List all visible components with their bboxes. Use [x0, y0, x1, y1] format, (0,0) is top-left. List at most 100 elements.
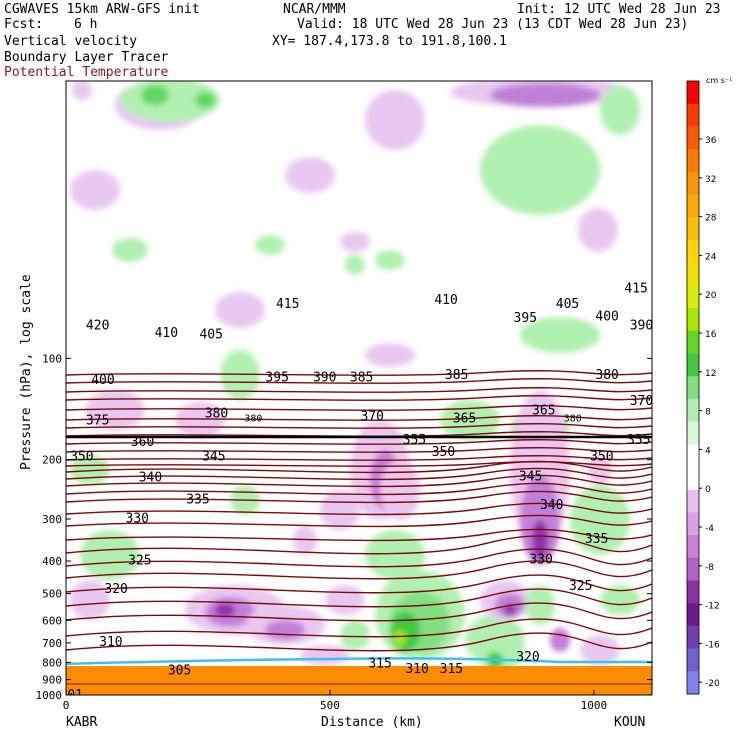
- colorbar-label-3: 24: [705, 252, 717, 262]
- theta-label-3: 415: [276, 297, 299, 312]
- colorbar-swatch-18: [687, 489, 699, 513]
- theta-contour-21: [66, 548, 652, 568]
- colorbar-swatch-25: [687, 648, 699, 672]
- forecast-hour: 6 h: [74, 17, 98, 32]
- theta-label-37: 320: [104, 582, 127, 597]
- vv-shade-11: [285, 157, 335, 193]
- theta-label-39: 310: [99, 635, 122, 650]
- theta-contour-16: [66, 490, 652, 504]
- theta-contour-22: [66, 560, 652, 580]
- theta-label-40: 320: [516, 650, 539, 665]
- theta-contour-8: [66, 439, 652, 445]
- vv-shade-33: [365, 530, 425, 580]
- theta-label-22: 360: [131, 435, 154, 450]
- colorbar-swatch-6: [687, 217, 699, 241]
- theta-label-2: 405: [199, 328, 222, 343]
- vv-shade-49: [390, 612, 420, 652]
- vv-shade-32: [320, 490, 360, 530]
- y-tick-label-200: 200: [42, 454, 62, 467]
- colorbar-swatch-3: [687, 149, 699, 173]
- vv-shade-15: [340, 232, 370, 252]
- colorbar-swatch-19: [687, 512, 699, 536]
- theta-contour-12: [66, 460, 652, 474]
- vv-shade-3: [195, 92, 215, 108]
- vv-shade-19: [220, 350, 260, 400]
- vv-shade-8: [490, 83, 600, 107]
- theta-label-36: 330: [529, 553, 552, 568]
- vv-shade-62: [340, 620, 370, 650]
- colorbar-label-9: 0: [705, 485, 711, 495]
- vv-shade-54: [504, 604, 516, 616]
- theta-label-28: 350: [590, 450, 613, 465]
- vertical-velocity-field: [66, 81, 652, 695]
- theta-contour-2: [66, 387, 652, 393]
- plot-frame: [65, 80, 653, 696]
- colorbar-swatch-26: [687, 671, 699, 695]
- vv-shade-4: [72, 81, 92, 100]
- theta-contour-3: [66, 395, 652, 401]
- theta-contour-15: [66, 482, 652, 496]
- theta-contour-13: [66, 467, 652, 481]
- y-tick-label-1000: 1000: [36, 689, 63, 702]
- colorbar-label-12: -12: [705, 602, 720, 612]
- x-axis-label: Distance (km): [321, 715, 423, 730]
- colorbar-label-5: 16: [705, 330, 717, 340]
- colorbar-label-14: -20: [705, 679, 720, 689]
- theta-label-4: 410: [434, 293, 457, 308]
- vv-shade-24: [175, 402, 225, 438]
- center-label: NCAR/MMM: [283, 2, 346, 17]
- vv-shade-44: [215, 603, 235, 617]
- theta-label-23: 350: [70, 450, 93, 465]
- theta-label-42: 310: [405, 662, 428, 677]
- vv-shade-13: [112, 238, 148, 262]
- colorbar-swatch-12: [687, 353, 699, 377]
- theta-label-19: 370: [360, 410, 383, 425]
- theta-label-11: 395: [265, 371, 288, 386]
- y-tick-label-800: 800: [42, 656, 62, 669]
- theta-contour-1: [66, 378, 652, 384]
- theta-label-41: 315: [368, 657, 391, 672]
- vv-shade-60: [600, 585, 640, 615]
- theta-contour-25: [66, 602, 652, 622]
- field-vertical-velocity: Vertical velocity: [4, 34, 138, 49]
- boundary-layer-tracer-fill: [66, 666, 652, 695]
- vv-shade-39: [570, 485, 630, 555]
- colorbar-swatch-0: [687, 81, 699, 105]
- theta-label-27: 355: [627, 433, 650, 448]
- y-tick-label-600: 600: [42, 614, 62, 627]
- colorbar-swatch-8: [687, 262, 699, 286]
- near-surface-tracer-edge: [66, 657, 652, 666]
- x-tick-label-0: 0: [63, 699, 70, 712]
- theta-label-25: 355: [403, 433, 426, 448]
- y-axis-label: Pressure (hPa), log scale: [19, 274, 34, 470]
- theta-contour-19: [66, 528, 652, 542]
- colorbar-label-2: 28: [705, 214, 717, 224]
- colorbar-swatch-24: [687, 625, 699, 650]
- vv-shade-46: [265, 620, 305, 640]
- theta-contour-14: [66, 474, 652, 488]
- theta-label-33: 330: [126, 511, 149, 526]
- colorbar-swatch-1: [687, 103, 699, 127]
- colorbar-swatch-10: [687, 308, 699, 332]
- vv-shade-17: [215, 292, 265, 328]
- theta-label-7: 400: [595, 309, 618, 324]
- theta-label-45: 301: [60, 688, 83, 703]
- theta-label-20: 365: [453, 412, 476, 427]
- init-time: Init: 12 UTC Wed 28 Jun 23: [517, 2, 721, 17]
- theta-label-38: 325: [569, 579, 592, 594]
- model-title: CGWAVES 15km ARW-GFS init: [4, 2, 200, 17]
- theta-contour-9: [66, 447, 652, 453]
- theta-contour-6: [66, 423, 652, 429]
- vv-shade-29: [380, 460, 420, 520]
- theta-contour-17: [66, 502, 652, 516]
- colorbar-swatch-13: [687, 376, 699, 400]
- colorbar-swatch-14: [687, 398, 699, 423]
- right-endpoint-label: KOUN: [614, 715, 645, 730]
- vv-shade-55: [525, 585, 555, 625]
- x-tick-label-1000: 1000: [581, 699, 608, 712]
- vv-shade-14: [255, 235, 285, 255]
- potential-temperature-contours: 420 410 405 415 410 395 405 400 415 390 400 395 390 3…: [60, 281, 652, 703]
- theta-contour-20: [66, 535, 652, 555]
- theta-label-18: 380: [205, 407, 228, 422]
